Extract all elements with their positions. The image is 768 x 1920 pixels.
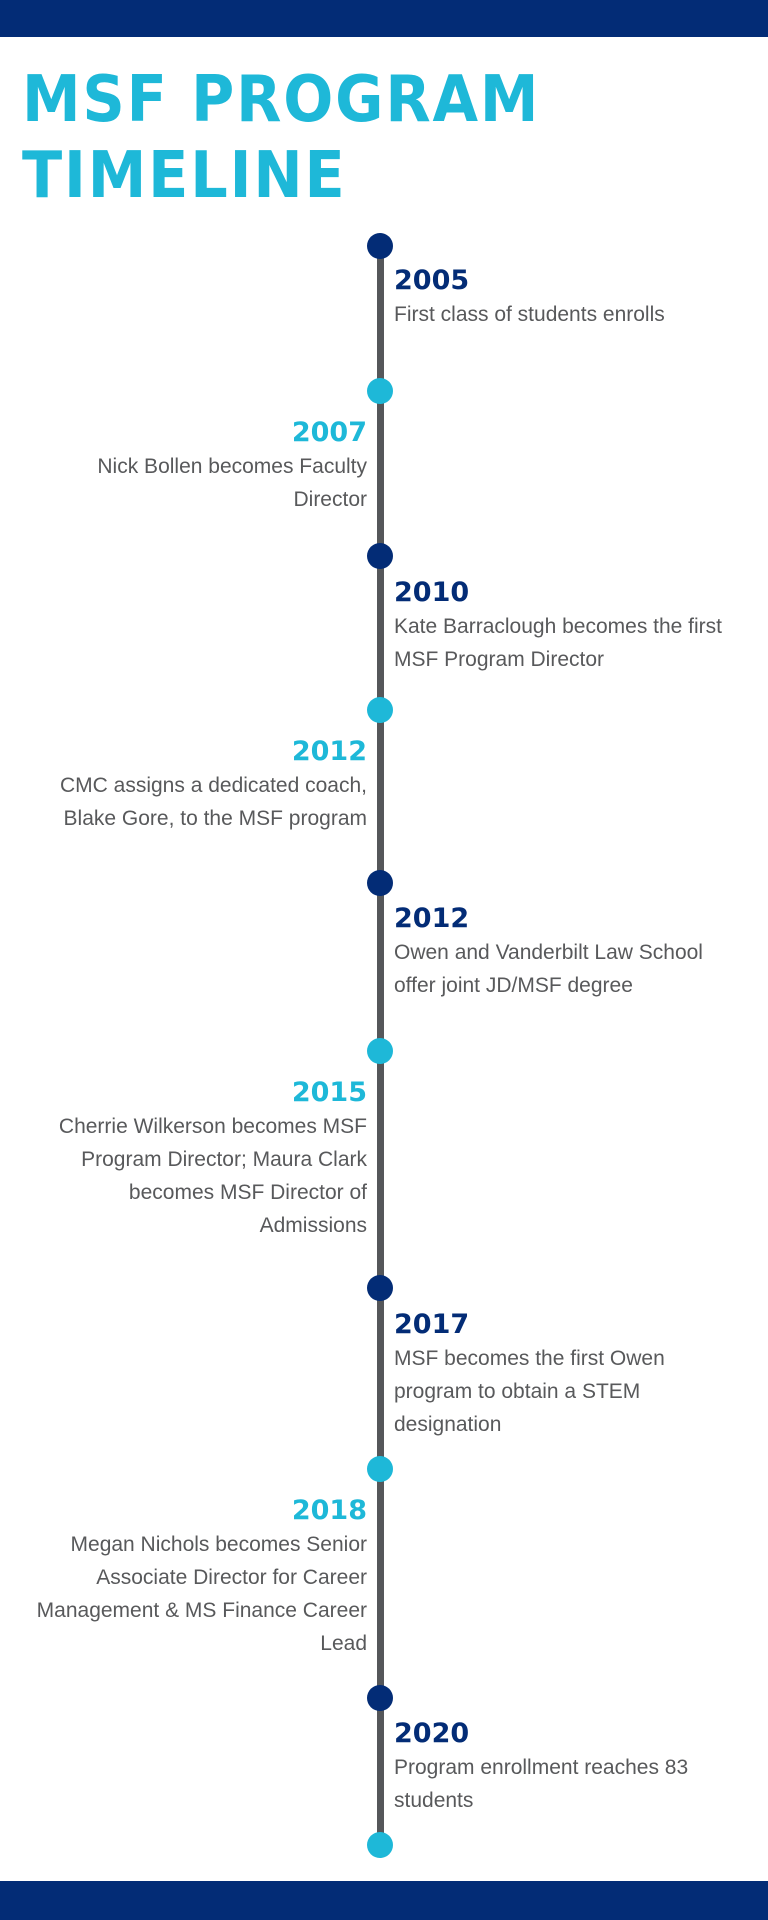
event-description: Megan Nichols becomes Senior Associate D… bbox=[36, 1533, 367, 1655]
event-description: Program enrollment reaches 83 students bbox=[394, 1756, 689, 1812]
event-year: 2015 bbox=[291, 1077, 367, 1108]
timeline-event: 2010 Kate Barraclough becomes the first … bbox=[394, 576, 754, 676]
timeline-dot-2012a bbox=[367, 697, 393, 723]
event-year: 2010 bbox=[394, 577, 470, 608]
title-line-1: MSF PROGRAM bbox=[22, 63, 541, 137]
timeline-dot-2012b bbox=[367, 870, 393, 896]
timeline-dot-2007 bbox=[367, 378, 393, 404]
event-year: 2012 bbox=[291, 736, 367, 767]
timeline-dot-2010 bbox=[367, 543, 393, 569]
timeline-dot-2017 bbox=[367, 1275, 393, 1301]
top-banner bbox=[0, 0, 768, 37]
event-description: Nick Bollen becomes Faculty Director bbox=[97, 455, 367, 511]
timeline-end-dot bbox=[367, 1832, 393, 1858]
title-line-2: TIMELINE bbox=[22, 139, 347, 213]
event-year: 2020 bbox=[394, 1718, 470, 1749]
timeline-event: 2007 Nick Bollen becomes Faculty Directo… bbox=[67, 416, 367, 516]
timeline-dot-2005 bbox=[367, 233, 393, 259]
timeline-event: 2005 First class of students enrolls bbox=[394, 264, 754, 331]
timeline-dot-2015 bbox=[367, 1038, 393, 1064]
event-year: 2017 bbox=[394, 1309, 470, 1340]
event-description: First class of students enrolls bbox=[394, 303, 665, 326]
timeline-dot-2018 bbox=[367, 1456, 393, 1482]
timeline-event: 2015 Cherrie Wilkerson becomes MSF Progr… bbox=[27, 1076, 367, 1242]
bottom-banner bbox=[0, 1881, 768, 1920]
timeline-event: 2018 Megan Nichols becomes Senior Associ… bbox=[22, 1494, 367, 1660]
event-year: 2007 bbox=[291, 417, 367, 448]
timeline-dot-2020 bbox=[367, 1685, 393, 1711]
timeline-event: 2017 MSF becomes the first Owen program … bbox=[394, 1308, 694, 1441]
event-year: 2005 bbox=[394, 265, 470, 296]
timeline-event: 2020 Program enrollment reaches 83 stude… bbox=[394, 1717, 714, 1817]
event-year: 2012 bbox=[394, 903, 470, 934]
event-year: 2018 bbox=[291, 1495, 367, 1526]
event-description: MSF becomes the first Owen program to ob… bbox=[394, 1347, 665, 1436]
event-description: Cherrie Wilkerson becomes MSF Program Di… bbox=[58, 1115, 367, 1237]
timeline-event: 2012 CMC assigns a dedicated coach, Blak… bbox=[27, 735, 367, 835]
event-description: CMC assigns a dedicated coach, Blake Gor… bbox=[60, 774, 367, 830]
timeline-event: 2012 Owen and Vanderbilt Law School offe… bbox=[394, 902, 734, 1002]
event-description: Owen and Vanderbilt Law School offer joi… bbox=[394, 941, 703, 997]
page-title: MSF PROGRAM TIMELINE bbox=[22, 62, 540, 214]
event-description: Kate Barraclough becomes the first MSF P… bbox=[394, 615, 723, 671]
